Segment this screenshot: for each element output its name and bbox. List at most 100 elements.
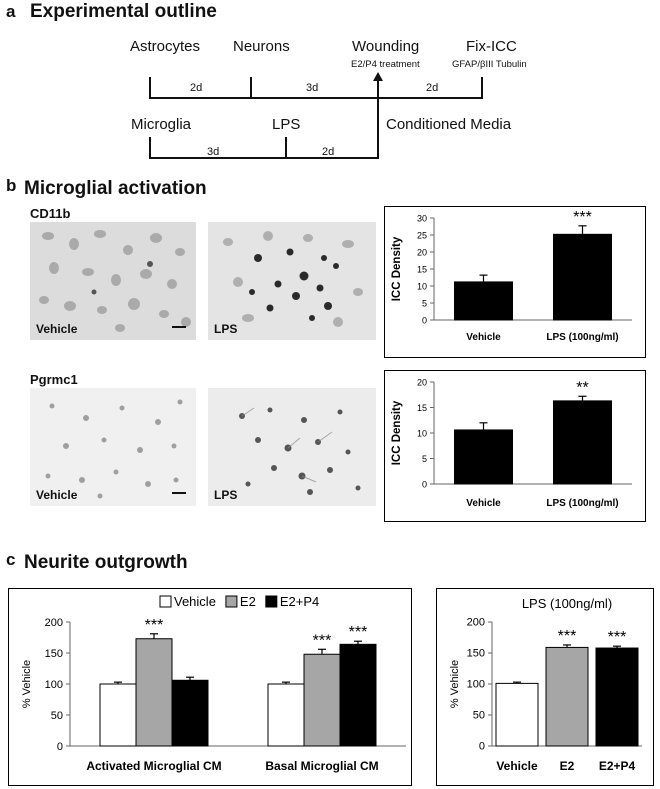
x-tick-label: Vehicle bbox=[466, 498, 501, 509]
y-tick-label: 5 bbox=[422, 299, 427, 309]
timeline-top-duration-2: 3d bbox=[306, 82, 319, 94]
x-tick-label: E2+P4 bbox=[599, 759, 636, 773]
x-tick-label: LPS (100ng/ml) bbox=[546, 498, 618, 509]
y-tick-label: 200 bbox=[45, 617, 63, 629]
bar bbox=[545, 646, 589, 747]
timeline-top-duration-3: 2d bbox=[426, 82, 439, 94]
micrograph-pgrmc1-lps: LPS bbox=[208, 388, 376, 506]
y-tick-label: 100 bbox=[467, 679, 485, 691]
panel-c-title: Neurite outgrowth bbox=[24, 552, 188, 573]
treatment-note: E2/P4 treatment bbox=[351, 59, 420, 70]
micrograph-pgrmc1-vehicle: Vehicle bbox=[30, 388, 196, 506]
bar bbox=[454, 429, 513, 485]
timeline-top-tick-2 bbox=[250, 77, 252, 99]
timeline-bottom-tick-2 bbox=[285, 137, 287, 159]
timeline-label-wounding: Wounding bbox=[352, 38, 420, 55]
chart-frame bbox=[384, 370, 646, 522]
panel-b-letter: b bbox=[6, 176, 17, 195]
timeline-label-conditioned-media: Conditioned Media bbox=[386, 116, 512, 133]
panel-b-title: Microglial activation bbox=[24, 178, 207, 199]
timeline-bottom-duration-2: 2d bbox=[322, 146, 335, 158]
micrograph-cd11b-vehicle: Vehicle bbox=[30, 222, 196, 340]
wounding-arrow-head bbox=[373, 72, 383, 81]
y-tick-label: 100 bbox=[45, 679, 63, 691]
cell-pattern bbox=[223, 231, 363, 327]
x-tick-label: Vehicle bbox=[466, 332, 501, 343]
timeline-bottom-duration-1: 3d bbox=[207, 146, 220, 158]
cell-pattern bbox=[239, 407, 361, 495]
significance-label: *** bbox=[145, 617, 164, 634]
timeline-label-lps: LPS bbox=[272, 116, 301, 133]
significance-label: ** bbox=[576, 379, 588, 396]
legend-swatch bbox=[159, 595, 172, 608]
y-tick-label: 0 bbox=[422, 316, 427, 326]
significance-label: *** bbox=[608, 629, 627, 646]
panel-a-title: Experimental outline bbox=[30, 1, 217, 22]
y-axis-label: % Vehicle bbox=[21, 660, 33, 708]
row-label-pgrmc1: Pgrmc1 bbox=[30, 372, 78, 387]
significance-label: *** bbox=[558, 628, 577, 645]
y-tick-label: 30 bbox=[417, 214, 427, 224]
y-axis-label: % Vehicle bbox=[449, 660, 461, 708]
x-tick-label: LPS (100ng/ml) bbox=[546, 332, 618, 343]
bar bbox=[99, 683, 137, 747]
timeline-label-microglia: Microglia bbox=[131, 116, 192, 133]
y-tick-label: 150 bbox=[467, 648, 485, 660]
bar bbox=[339, 643, 377, 747]
y-tick-label: 20 bbox=[417, 378, 427, 388]
timeline-top-axis bbox=[149, 97, 483, 99]
bar bbox=[454, 281, 513, 321]
timeline-top-tick-4 bbox=[481, 77, 483, 99]
chart-neurite-lps: LPS (100ng/ml) 0 50 100 150 200 % Vehicle Vehic… bbox=[436, 588, 654, 786]
y-tick-label: 0 bbox=[57, 741, 63, 753]
bar bbox=[595, 647, 639, 747]
row-label-cd11b: CD11b bbox=[30, 206, 71, 221]
significance-label: *** bbox=[349, 624, 368, 641]
legend-label: E2+P4 bbox=[280, 594, 319, 609]
x-tick-label: E2 bbox=[560, 759, 575, 773]
timeline-label-fix-icc: Fix-ICC bbox=[466, 38, 517, 55]
y-axis-label: ICC Density bbox=[391, 236, 403, 301]
scale-bar bbox=[172, 326, 186, 328]
significance-label: *** bbox=[313, 632, 332, 649]
x-tick-label: Vehicle bbox=[496, 759, 538, 773]
y-tick-label: 15 bbox=[417, 403, 427, 413]
timeline-top-tick-1 bbox=[149, 77, 151, 99]
y-tick-label: 0 bbox=[422, 480, 427, 490]
legend-label: E2 bbox=[240, 594, 256, 609]
significance-label: *** bbox=[573, 209, 592, 226]
micrograph-label: Vehicle bbox=[36, 488, 78, 502]
chart-neurite-grouped: 0 50 100 150 200 % Vehicle Vehicle E2 E2+P4 *** Ac… bbox=[8, 588, 412, 786]
y-tick-label: 25 bbox=[417, 231, 427, 241]
y-tick-label: 0 bbox=[479, 741, 485, 753]
cell-pattern bbox=[39, 230, 191, 332]
chart-title: LPS (100ng/ml) bbox=[522, 596, 612, 611]
x-tick-label: Basal Microglial CM bbox=[265, 759, 378, 773]
legend-swatch bbox=[265, 595, 278, 608]
chart-pgrmc1: 0 5 10 15 20 ICC Density Vehicle ** LPS (100ng/m… bbox=[384, 370, 646, 522]
timeline-bottom-tick-1 bbox=[149, 137, 151, 159]
y-tick-label: 10 bbox=[417, 282, 427, 292]
panel-c-letter: c bbox=[6, 550, 16, 569]
bar bbox=[267, 683, 305, 747]
micrograph-label: LPS bbox=[214, 322, 238, 336]
y-tick-label: 150 bbox=[45, 648, 63, 660]
timeline-top-duration-1: 2d bbox=[190, 82, 203, 94]
bar bbox=[171, 679, 209, 747]
y-tick-label: 50 bbox=[51, 710, 63, 722]
legend-label: Vehicle bbox=[174, 594, 216, 609]
y-tick-label: 50 bbox=[473, 710, 485, 722]
micrograph-cd11b-lps: LPS bbox=[208, 222, 376, 340]
chart-frame bbox=[436, 588, 654, 786]
y-tick-label: 20 bbox=[417, 248, 427, 258]
timeline-label-neurons: Neurons bbox=[233, 38, 290, 55]
timeline-label-astrocytes: Astrocytes bbox=[130, 38, 201, 55]
timeline-bottom-axis bbox=[149, 157, 379, 159]
y-tick-label: 5 bbox=[422, 454, 427, 464]
cell-pattern bbox=[45, 399, 183, 499]
chart-cd11b: 0 5 10 15 20 25 30 ICC Density Vehicle *** LPS (10… bbox=[384, 206, 646, 358]
y-axis-label: ICC Density bbox=[391, 400, 403, 465]
chart-frame bbox=[8, 588, 412, 786]
bar bbox=[495, 682, 539, 747]
y-tick-label: 10 bbox=[417, 429, 427, 439]
